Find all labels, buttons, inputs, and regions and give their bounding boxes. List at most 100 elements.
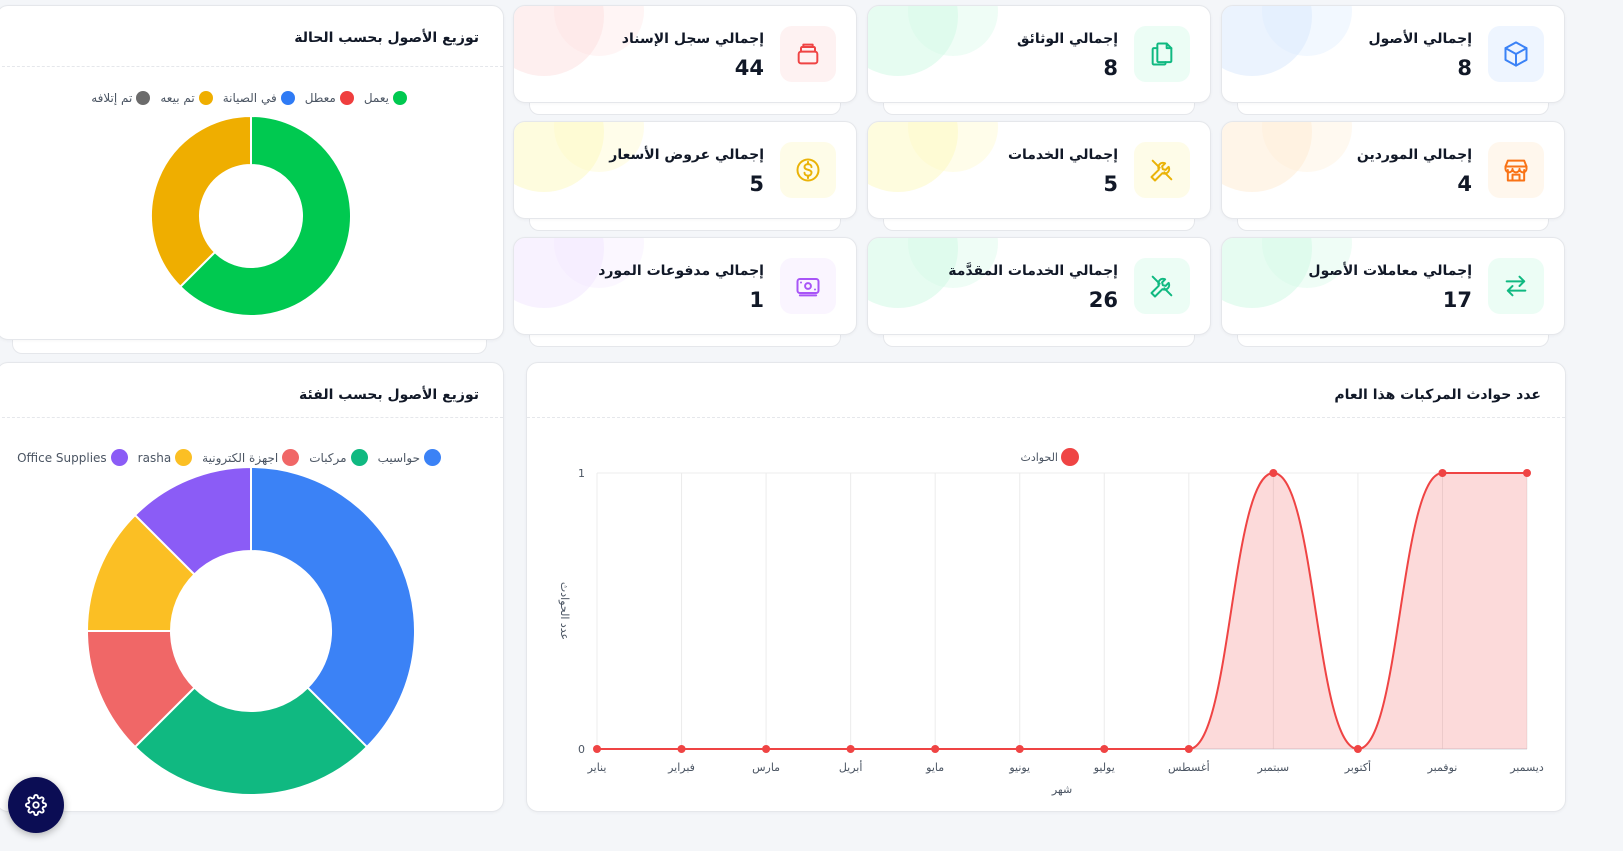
legend-swatch [339,91,354,105]
stat-card[interactable]: إجمالي الوثائق 8 [867,5,1211,103]
stat-card-underlay [1237,333,1549,347]
stat-card[interactable]: إجمالي مدفوعات المورد 1 [513,237,857,335]
donut-slice[interactable] [133,465,252,576]
legend-swatch [198,91,213,105]
legend-item[interactable]: rasha [138,449,193,466]
legend-swatch [350,449,368,466]
stat-icon-box [1488,142,1544,198]
legend-item[interactable]: حواسيب [378,449,441,466]
stat-icon-box [1134,258,1190,314]
data-point[interactable] [1438,469,1447,477]
legend-label: مركبات [309,450,347,465]
stat-card[interactable]: إجمالي سجل الإسناد 44 [513,5,857,103]
donut-slice[interactable] [150,114,252,289]
panel-title: توزيع الأصول بحسب الحالة [294,30,479,46]
x-tick-label: يناير [587,761,607,774]
stat-label: إجمالي الموردين [1356,147,1472,163]
x-tick-label: مارس [752,761,780,774]
stat-label: إجمالي سجل الإسناد [621,31,764,47]
x-tick-label: ديسمبر [1509,761,1544,774]
stat-card[interactable]: إجمالي معاملات الأصول 17 [1221,237,1565,335]
x-tick-label: سبتمبر [1257,761,1290,774]
category-legend: حواسيب مركبات اجهزة الكترونية rasha Office S… [17,449,441,466]
stat-label: إجمالي معاملات الأصول [1308,263,1472,279]
data-point[interactable] [1015,745,1024,753]
category-distribution-panel: توزيع الأصول بحسب الفئة حواسيب مركبات اجهز… [0,362,504,812]
gear-icon [25,794,47,816]
x-tick-label: نوفمبر [1427,761,1458,774]
stat-label: إجمالي عروض الأسعار [609,147,764,163]
y-axis-title: عدد الحوادث [558,582,571,640]
x-tick-label: مايو [925,761,944,774]
donut-slice[interactable] [250,465,416,749]
legend-item[interactable]: تم إتلافه [91,91,151,105]
store-icon [1504,159,1528,182]
stat-card-underlay [529,333,841,347]
stat-card-underlay [883,217,1195,231]
legend-item[interactable]: في الصيانة [223,91,295,105]
legend-label: اجهزة الكترونية [202,450,279,465]
legend-item[interactable]: اجهزة الكترونية [202,449,300,466]
legend-label: في الصيانة [222,91,277,105]
stat-icon-box [1488,26,1544,82]
legend-swatch [110,449,128,466]
donut-slice[interactable] [178,114,352,317]
legend-swatch [136,91,151,105]
data-point[interactable] [1353,745,1362,753]
stat-card-underlay [1237,217,1549,231]
documents-icon [1151,42,1173,66]
stat-label: إجمالي الخدمات المقدَّمة [948,263,1118,279]
stat-card-underlay [1237,101,1549,115]
legend-item[interactable]: مركبات [309,449,368,466]
data-point[interactable] [1269,469,1278,477]
legend-label: تم بيعه [160,91,195,105]
divider [527,417,1565,418]
data-point[interactable] [846,745,855,753]
stat-value: 17 [1442,288,1472,312]
legend-item[interactable]: معطل [305,91,354,105]
x-axis-title: شهر [1051,783,1072,796]
accidents-line-chart: 0 1 يناير فبراير مارس أبريل مايو يونيو يوليو أغسط… [558,448,1544,796]
y-tick-label: 0 [578,743,585,756]
stat-value: 8 [1103,56,1118,80]
stat-card[interactable]: إجمالي الخدمات المقدَّمة 26 [867,237,1211,335]
stat-card[interactable]: إجمالي الأصول 8 [1221,5,1565,103]
data-point[interactable] [1100,745,1109,753]
donut-slice[interactable] [133,686,369,796]
data-point[interactable] [1523,469,1531,477]
legend-swatch [280,91,295,105]
panel-underlay [12,340,487,354]
data-point[interactable] [1184,745,1193,753]
stat-value: 5 [749,172,764,196]
stat-label: إجمالي الوثائق [1016,31,1118,47]
status-distribution-panel: توزيع الأصول بحسب الحالة يعمل معطل في الصي… [0,5,504,340]
legend-swatch [175,449,193,466]
data-point[interactable] [593,745,601,753]
stat-card[interactable]: إجمالي الموردين 4 [1221,121,1565,219]
legend-label: rasha [137,450,172,465]
data-point[interactable] [931,745,940,753]
stat-value: 44 [734,56,764,80]
dollar-icon [796,158,820,182]
legend-label[interactable]: الحوادث [1020,451,1058,464]
legend-swatch [1061,448,1079,466]
stat-card-underlay [883,101,1195,115]
legend-item[interactable]: تم بيعه [160,91,213,105]
legend-item[interactable]: يعمل [364,91,407,105]
stat-card[interactable]: إجمالي عروض الأسعار 5 [513,121,857,219]
stat-value: 8 [1457,56,1472,80]
stat-label: إجمالي الخدمات [1007,147,1118,163]
settings-button[interactable] [8,777,64,833]
stat-card[interactable]: إجمالي الخدمات 5 [867,121,1211,219]
tools-icon [1150,275,1173,298]
legend-item[interactable]: Office Supplies [17,449,128,466]
legend-swatch [282,449,300,466]
data-point[interactable] [762,745,771,753]
legend-label: يعمل [363,91,389,105]
stat-card-underlay [883,333,1195,347]
x-tick-label: يونيو [1008,761,1030,774]
tools-icon [1150,159,1173,182]
vehicle-accidents-panel: عدد حوادث المركبات هذا العام 0 1 يناير فبرا… [526,362,1566,812]
stat-label: إجمالي مدفوعات المورد [598,263,764,279]
data-point[interactable] [677,745,686,753]
